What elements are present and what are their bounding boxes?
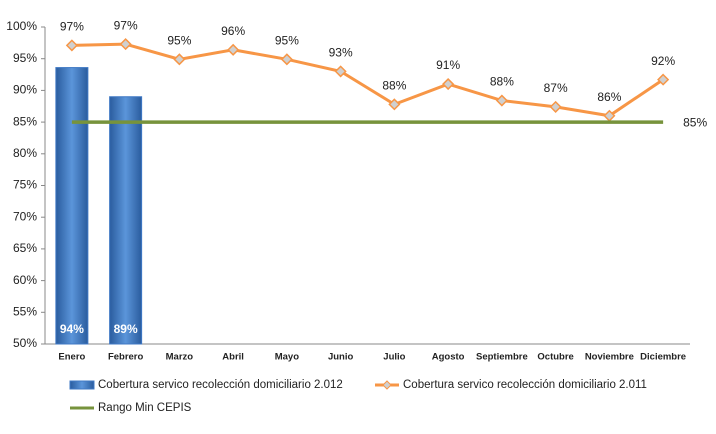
data-label: 86% bbox=[597, 90, 621, 104]
legend-marker bbox=[382, 380, 392, 390]
bar bbox=[109, 96, 143, 345]
data-label: 89% bbox=[114, 322, 138, 336]
y-tick-label: 80% bbox=[13, 146, 37, 160]
data-label: 96% bbox=[221, 24, 245, 38]
x-tick-label: Febrero bbox=[108, 352, 144, 363]
data-label: 88% bbox=[382, 79, 406, 93]
legend-swatch bbox=[69, 380, 95, 390]
y-tick-label: 85% bbox=[13, 114, 37, 128]
y-tick-label: 60% bbox=[13, 273, 37, 287]
x-tick-label: Septiembre bbox=[476, 352, 528, 363]
marker bbox=[549, 100, 562, 113]
marker bbox=[227, 43, 240, 56]
data-label: 97% bbox=[114, 18, 138, 32]
legend-label: Cobertura servico recolección domiciliar… bbox=[403, 379, 647, 391]
marker bbox=[657, 73, 670, 86]
x-tick-label: Octubre bbox=[537, 352, 573, 363]
data-label: 91% bbox=[436, 58, 460, 72]
marker bbox=[280, 53, 293, 66]
marker bbox=[388, 98, 401, 111]
data-label: 93% bbox=[329, 46, 353, 60]
data-label: 88% bbox=[490, 75, 514, 89]
x-tick-label: Noviembre bbox=[585, 352, 634, 363]
x-tick-label: Agosto bbox=[432, 352, 465, 363]
data-label: 92% bbox=[651, 54, 675, 68]
y-tick-label: 100% bbox=[6, 19, 37, 33]
x-tick-label: Junio bbox=[328, 352, 354, 363]
x-tick-label: Julio bbox=[383, 352, 405, 363]
data-label: 95% bbox=[167, 34, 191, 48]
y-tick-label: 75% bbox=[13, 178, 37, 192]
legend-label: Rango Min CEPIS bbox=[98, 402, 192, 414]
marker bbox=[334, 65, 347, 78]
marker bbox=[442, 77, 455, 91]
marker bbox=[65, 39, 78, 52]
legend-label: Cobertura servico recolección domiciliar… bbox=[98, 379, 343, 391]
y-tick-label: 70% bbox=[13, 209, 37, 223]
y-tick-label: 90% bbox=[13, 83, 37, 97]
x-tick-label: Abril bbox=[222, 352, 244, 363]
x-tick-label: Marzo bbox=[166, 352, 194, 363]
bar bbox=[55, 67, 89, 345]
y-tick-label: 50% bbox=[13, 336, 37, 350]
marker bbox=[119, 38, 132, 51]
series-line bbox=[71, 42, 664, 118]
x-tick-label: Diciembre bbox=[640, 352, 686, 363]
x-tick-label: Mayo bbox=[275, 352, 299, 363]
y-tick-label: 65% bbox=[13, 241, 37, 255]
data-label: 97% bbox=[60, 20, 84, 34]
data-label: 85% bbox=[683, 115, 707, 129]
data-label: 87% bbox=[544, 81, 568, 95]
data-label: 94% bbox=[60, 322, 84, 336]
x-tick-label: Enero bbox=[58, 352, 85, 363]
y-tick-label: 55% bbox=[13, 304, 37, 318]
y-tick-label: 95% bbox=[13, 51, 37, 65]
marker bbox=[173, 53, 186, 66]
marker bbox=[495, 94, 508, 107]
data-label: 95% bbox=[275, 34, 299, 48]
